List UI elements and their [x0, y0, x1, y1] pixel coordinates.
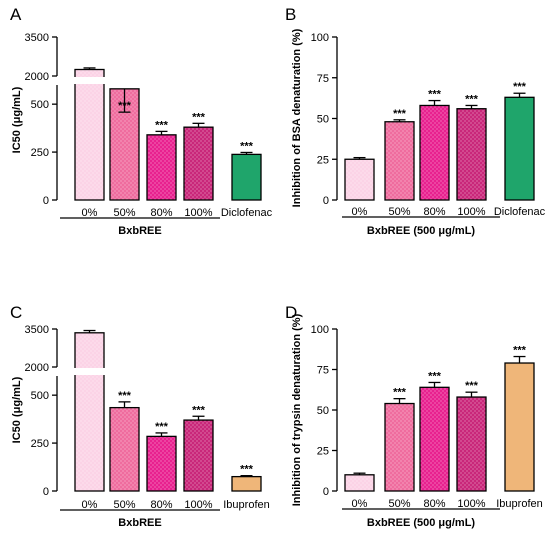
significance-label: ***	[465, 380, 479, 392]
significance-label: ***	[155, 119, 169, 131]
bar-texture	[420, 105, 449, 200]
panel-b-chart: 0% *** 50% *** 80% *** 100% *** Diclofenac 0 25 50 7…	[291, 28, 546, 237]
y-tick-label: 50	[317, 405, 329, 417]
significance-label: ***	[118, 390, 132, 402]
group-label: BxbREE	[118, 225, 161, 237]
y-tick-label: 0	[323, 195, 329, 207]
bar-b-4	[505, 97, 534, 200]
significance-label: ***	[240, 464, 254, 476]
y-tick-label: 0	[43, 195, 49, 207]
bar-texture	[345, 159, 374, 200]
bar-texture	[385, 403, 414, 491]
bar-texture	[457, 397, 486, 491]
y-tick-label: 75	[317, 73, 329, 85]
significance-label: ***	[513, 345, 527, 357]
y-tick-label: 50	[317, 114, 329, 126]
y-axis-title: IC50 (μg/mL)	[11, 376, 23, 443]
y-tick-label: 3500	[25, 32, 49, 44]
y-tick-label: 100	[311, 324, 329, 336]
significance-label: ***	[428, 89, 442, 101]
y-axis-title: IC50 (μg/mL)	[11, 86, 23, 153]
y-tick-label: 2000	[25, 71, 49, 83]
category-label: 100%	[457, 206, 485, 218]
bar-c-4	[232, 476, 261, 491]
panel-label-d: D	[285, 303, 297, 322]
significance-label: ***	[393, 108, 407, 120]
y-tick-label: 3500	[25, 324, 49, 336]
panel-c-chart: 0% *** 50% *** 80% *** 100% *** Ibuprofen 0 250 500…	[11, 324, 270, 529]
y-tick-label: 25	[317, 154, 329, 166]
category-label: 80%	[423, 206, 445, 218]
category-label: 100%	[457, 498, 485, 510]
y-tick-label: 75	[317, 365, 329, 377]
y-tick-label: 250	[31, 438, 49, 450]
y-tick-label: 0	[323, 486, 329, 498]
category-label: 80%	[150, 207, 172, 219]
category-label: 0%	[352, 206, 368, 218]
bar-texture	[457, 108, 486, 200]
significance-label: ***	[428, 370, 442, 382]
y-tick-label: 0	[43, 486, 49, 498]
significance-label: ***	[118, 100, 132, 112]
panel-label-c: C	[10, 303, 22, 322]
category-label: Diclofenac	[494, 206, 546, 218]
bar-texture	[147, 134, 176, 200]
bar-texture	[184, 127, 213, 200]
y-tick-label: 500	[31, 99, 49, 111]
y-axis-title: Inhibition of BSA denaturation (%)	[291, 28, 303, 207]
category-label: 80%	[423, 498, 445, 510]
y-tick-label: 2000	[25, 362, 49, 374]
panel-d-chart: 0% *** 50% *** 80% *** 100% *** Ibuprofen 0 25 50 75…	[291, 313, 543, 529]
category-label: 50%	[388, 206, 410, 218]
bar-texture	[147, 436, 176, 491]
category-label: 80%	[150, 499, 172, 511]
category-label: 0%	[352, 498, 368, 510]
significance-label: ***	[192, 404, 206, 416]
bar-texture	[345, 474, 374, 491]
category-label: 100%	[184, 499, 212, 511]
axis-break-gap	[54, 368, 107, 375]
category-label: 100%	[184, 207, 212, 219]
category-label: 50%	[113, 499, 135, 511]
bar-texture	[110, 407, 139, 491]
category-label: Ibuprofen	[496, 498, 542, 510]
bar-a-4	[232, 154, 261, 200]
bar-texture	[184, 420, 213, 491]
panel-a-chart: 0% *** 50% *** 80% *** 100% *** Diclofenac 0 250 50…	[11, 32, 273, 237]
category-label: Ibuprofen	[223, 499, 269, 511]
category-label: 0%	[82, 207, 98, 219]
y-tick-label: 25	[317, 446, 329, 458]
bar-texture	[75, 332, 104, 491]
y-tick-label: 250	[31, 147, 49, 159]
category-label: 0%	[82, 499, 98, 511]
significance-label: ***	[513, 81, 527, 93]
group-label: BxbREE (500 μg/mL)	[367, 517, 476, 529]
significance-label: ***	[393, 387, 407, 399]
bar-texture	[420, 387, 449, 491]
significance-label: ***	[155, 421, 169, 433]
bar-texture	[75, 69, 104, 200]
panel-label-b: B	[285, 5, 296, 24]
panel-label-a: A	[10, 5, 22, 24]
axis-break-gap	[54, 77, 107, 84]
significance-label: ***	[192, 111, 206, 123]
bar-d-4	[505, 363, 534, 491]
y-tick-label: 500	[31, 390, 49, 402]
y-axis-title: Inhibition of trypsin denaturation (%)	[291, 313, 303, 506]
category-label: 50%	[113, 207, 135, 219]
group-label: BxbREE (500 μg/mL)	[367, 225, 476, 237]
category-label: Diclofenac	[221, 207, 273, 219]
category-label: 50%	[388, 498, 410, 510]
significance-label: ***	[465, 93, 479, 105]
group-label: BxbREE	[118, 517, 161, 529]
bar-texture	[385, 121, 414, 200]
y-tick-label: 100	[311, 32, 329, 44]
significance-label: ***	[240, 140, 254, 152]
